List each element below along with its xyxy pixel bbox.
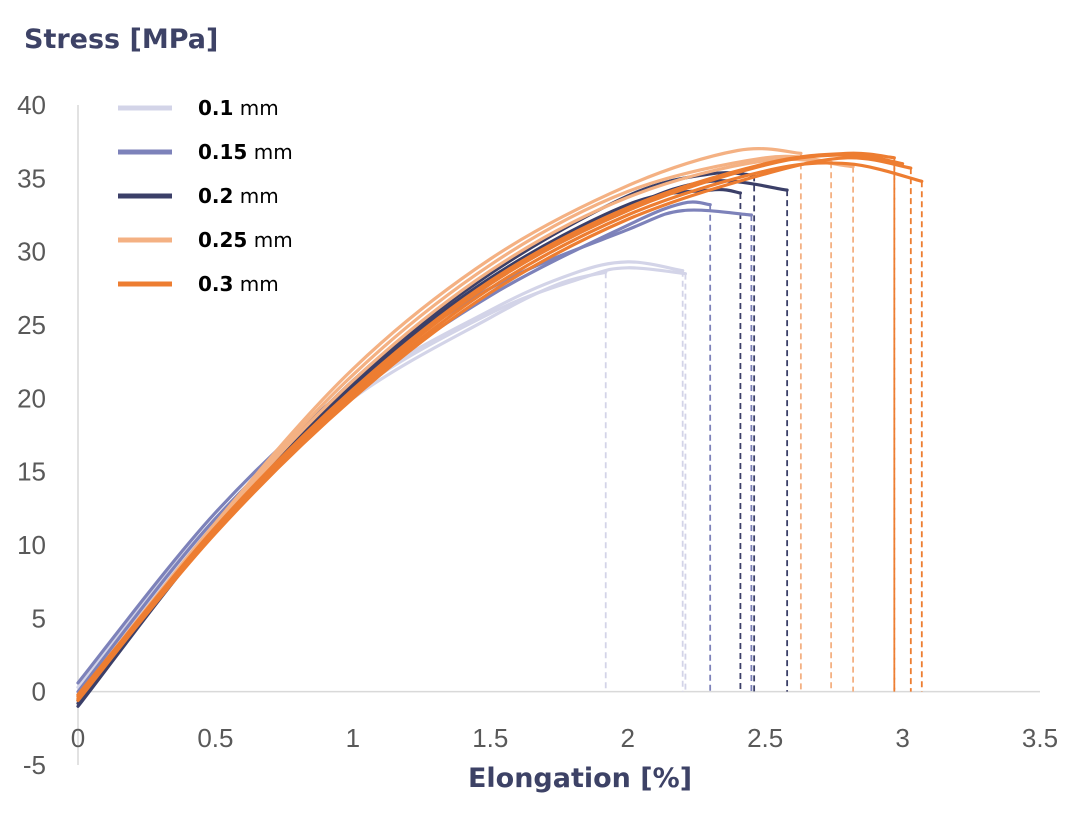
- y-tick-label: 0: [32, 677, 46, 707]
- legend-size-unit: mm: [247, 140, 292, 164]
- legend-label: 0.2 mm: [198, 184, 279, 208]
- series-line: [76, 200, 712, 694]
- legend-size-value: 0.15: [198, 140, 247, 164]
- x-tick-label: 1: [346, 723, 360, 753]
- legend-size-unit: mm: [233, 272, 278, 296]
- y-tick-label: 35: [17, 163, 46, 193]
- series-line: [76, 154, 833, 700]
- series-line: [76, 208, 753, 685]
- y-tick-label: -5: [23, 750, 46, 780]
- y-axis-title: Stress [MPa]: [24, 24, 218, 55]
- series-line: [76, 153, 905, 703]
- legend-label: 0.15 mm: [198, 140, 293, 164]
- legend-size-value: 0.25: [198, 228, 247, 252]
- series-line: [76, 188, 742, 703]
- series-line: [76, 266, 687, 697]
- y-tick-label: 40: [17, 90, 46, 120]
- series-line: [76, 157, 855, 701]
- series-line: [76, 156, 913, 701]
- x-axis-title: Elongation [%]: [468, 763, 692, 794]
- x-tick-label: 2.5: [747, 723, 783, 753]
- y-tick-label: 15: [17, 457, 46, 487]
- y-tick-label: 10: [17, 530, 46, 560]
- x-tick-label: 3.5: [1022, 723, 1058, 753]
- y-tick-label: 25: [17, 310, 46, 340]
- legend-size-unit: mm: [233, 96, 278, 120]
- series-line: [76, 260, 685, 701]
- y-tick-label: 30: [17, 237, 46, 267]
- x-tick-label: 3: [895, 723, 909, 753]
- series-line: [76, 270, 608, 689]
- legend-label: 0.25 mm: [198, 228, 293, 252]
- x-tick-label: 0.5: [197, 723, 233, 753]
- x-tick-label: 1.5: [472, 723, 508, 753]
- legend-size-value: 0.3: [198, 272, 233, 296]
- x-tick-label: 0: [71, 723, 85, 753]
- series-line: [76, 147, 803, 698]
- legend-label: 0.3 mm: [198, 272, 279, 296]
- plot-area: -5 0 5 10 15 20 25 30 35 40 0 0.5 1 1.5 2 2.5 3 3.5: [17, 90, 1058, 780]
- legend-size-value: 0.2: [198, 184, 233, 208]
- x-tick-label: 2: [620, 723, 634, 753]
- y-tick-label: 5: [32, 603, 46, 633]
- series-line: [76, 179, 789, 708]
- legend-size-value: 0.1: [198, 96, 233, 120]
- y-tick-label: 20: [17, 383, 46, 413]
- legend-size-unit: mm: [247, 228, 292, 252]
- legend: 0.1 mm0.15 mm0.2 mm0.25 mm0.3 mm: [118, 96, 293, 296]
- legend-size-unit: mm: [233, 184, 278, 208]
- legend-label: 0.1 mm: [198, 96, 279, 120]
- series-line: [76, 171, 756, 705]
